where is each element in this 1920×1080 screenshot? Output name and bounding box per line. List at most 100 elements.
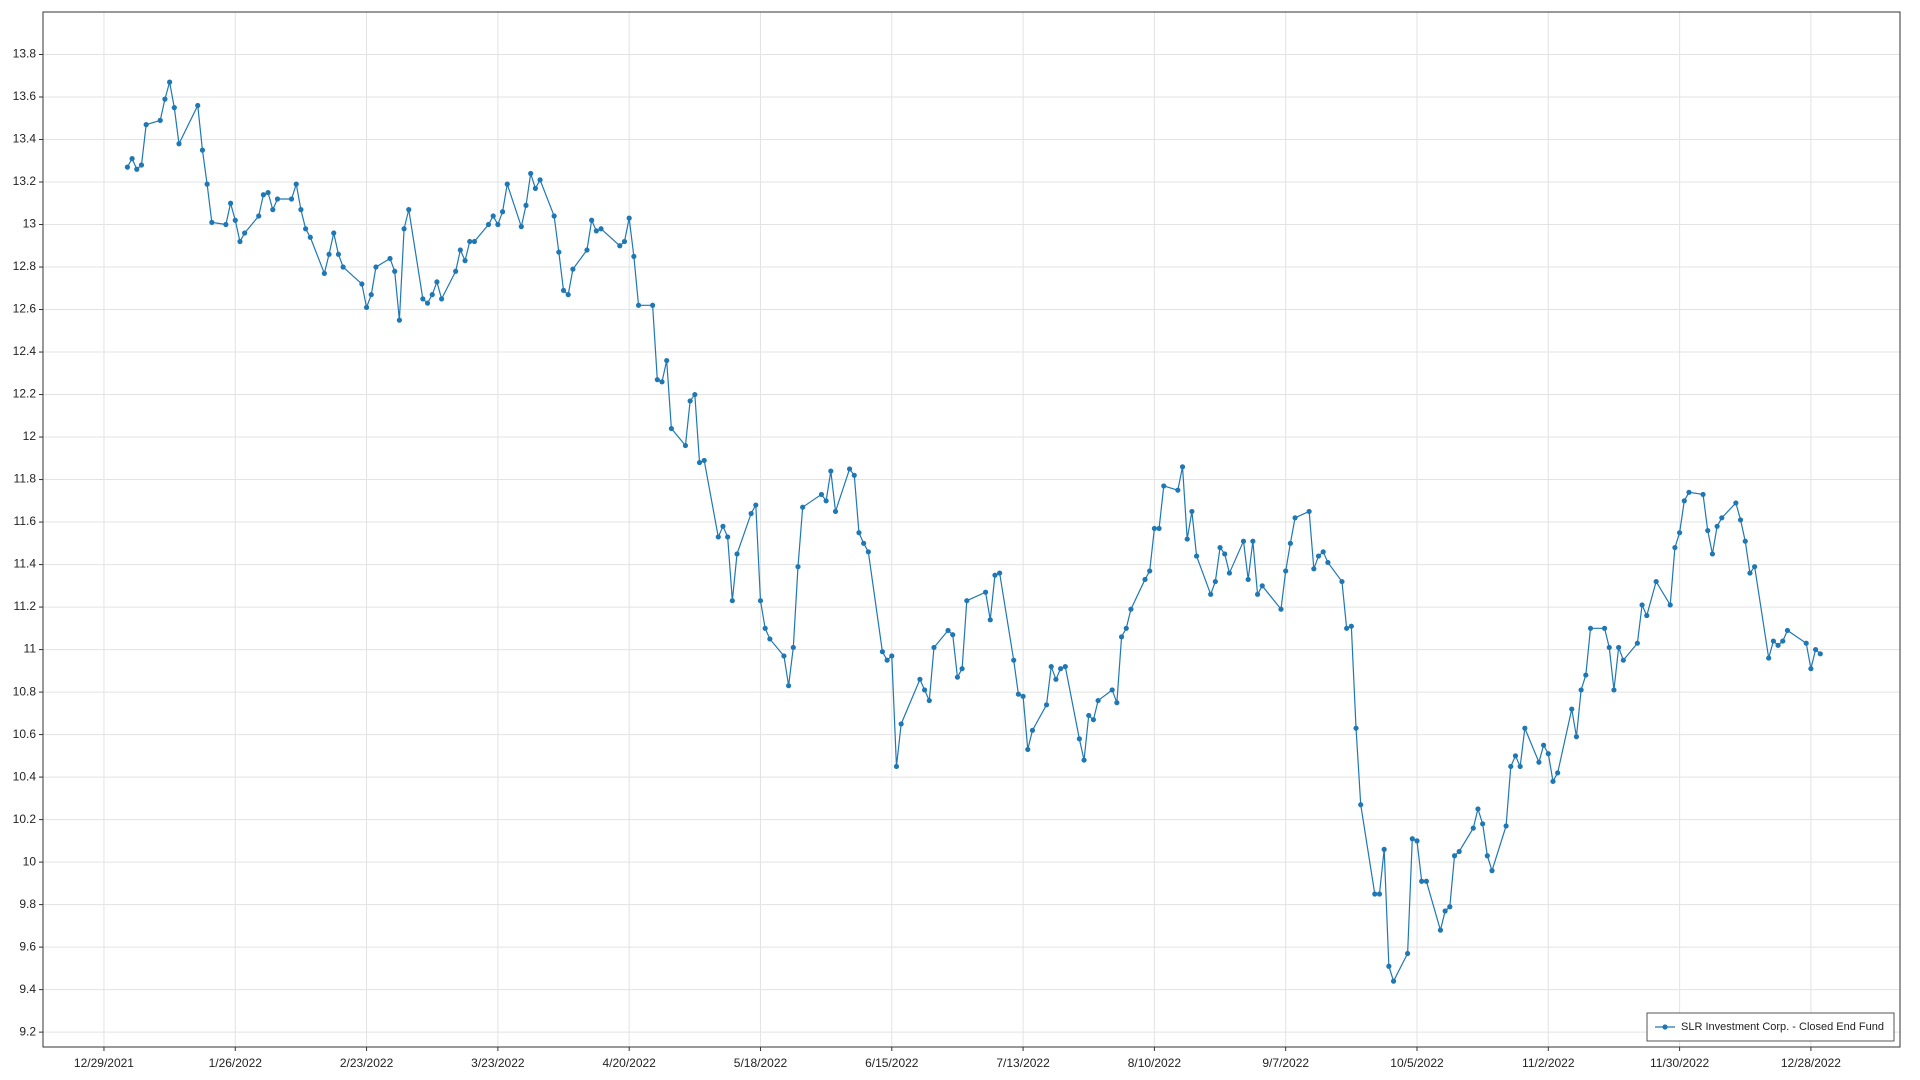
data-point xyxy=(598,226,604,232)
data-point xyxy=(1292,515,1298,521)
data-point xyxy=(1156,525,1162,532)
data-point xyxy=(457,247,463,253)
data-point xyxy=(659,379,665,385)
y-tick-label: 10 xyxy=(23,854,37,868)
data-point xyxy=(368,292,374,298)
data-point xyxy=(762,625,768,631)
x-tick-label: 9/7/2022 xyxy=(1262,1056,1309,1070)
y-tick-label: 10.6 xyxy=(13,727,37,741)
data-point xyxy=(786,683,792,689)
data-point xyxy=(959,666,965,672)
data-point xyxy=(1250,538,1256,544)
data-point xyxy=(1057,666,1064,672)
data-point xyxy=(617,243,623,249)
data-point xyxy=(373,264,379,270)
plot-frame xyxy=(42,11,1901,1048)
data-point xyxy=(982,589,989,595)
data-point xyxy=(518,224,524,230)
data-point xyxy=(326,251,332,257)
data-point xyxy=(1555,770,1561,776)
y-tick-label: 13.8 xyxy=(13,47,37,61)
data-point xyxy=(504,181,510,187)
data-point xyxy=(396,317,402,323)
data-point xyxy=(1475,806,1481,812)
x-tick-label: 12/29/2021 xyxy=(74,1056,134,1070)
data-point xyxy=(307,234,313,240)
data-point xyxy=(1086,712,1092,719)
data-point xyxy=(682,442,689,449)
data-point xyxy=(781,653,787,659)
data-point xyxy=(1737,517,1744,523)
data-point xyxy=(1025,746,1031,753)
data-point xyxy=(1311,566,1317,572)
data-point xyxy=(1128,606,1134,612)
data-point xyxy=(1601,625,1608,631)
data-point xyxy=(1090,717,1097,723)
data-point xyxy=(1803,640,1809,646)
data-point xyxy=(931,644,937,651)
data-point xyxy=(335,251,342,257)
data-point xyxy=(1437,927,1444,933)
data-point xyxy=(485,221,492,228)
data-point xyxy=(1672,544,1678,551)
data-point xyxy=(621,238,628,245)
data-point xyxy=(715,534,721,540)
data-point xyxy=(997,570,1003,576)
x-tick-label: 2/23/2022 xyxy=(340,1056,394,1070)
data-point xyxy=(532,185,538,191)
data-point xyxy=(453,268,459,274)
data-point xyxy=(1020,693,1026,699)
data-point xyxy=(340,264,346,270)
data-point xyxy=(523,202,529,208)
data-point xyxy=(1733,500,1739,506)
data-point xyxy=(626,215,632,221)
data-point xyxy=(1667,602,1673,608)
data-point xyxy=(1339,578,1345,585)
data-point xyxy=(1320,549,1326,555)
data-point xyxy=(922,687,928,693)
data-point xyxy=(1766,655,1772,661)
data-point xyxy=(757,598,764,604)
data-point xyxy=(1029,727,1036,733)
x-tick-label: 10/5/2022 xyxy=(1390,1056,1444,1070)
x-tick-label: 11/30/2022 xyxy=(1650,1056,1709,1070)
data-point xyxy=(593,228,599,234)
data-point xyxy=(363,304,370,311)
data-point xyxy=(1522,725,1528,731)
data-point xyxy=(1578,687,1584,693)
y-tick-label: 12.2 xyxy=(13,387,37,401)
data-point xyxy=(1470,825,1476,831)
data-point xyxy=(1686,489,1692,495)
data-point xyxy=(729,598,735,604)
data-point xyxy=(1747,570,1753,576)
data-point xyxy=(359,281,365,287)
data-point xyxy=(748,510,754,517)
data-point xyxy=(1123,625,1129,631)
y-tick-label: 13.6 xyxy=(13,89,37,103)
data-point xyxy=(1376,891,1383,897)
data-point xyxy=(1344,625,1350,631)
data-point xyxy=(1208,591,1214,597)
data-point xyxy=(129,156,135,162)
legend-box xyxy=(1646,1012,1895,1042)
data-point xyxy=(1714,523,1720,529)
data-point xyxy=(490,213,496,219)
data-point xyxy=(1179,464,1186,470)
data-point xyxy=(851,472,857,478)
data-point xyxy=(556,249,562,255)
data-point xyxy=(1634,640,1640,646)
data-point xyxy=(1095,697,1101,704)
data-point xyxy=(298,207,304,213)
data-point xyxy=(664,357,670,364)
data-point xyxy=(528,170,534,177)
data-point xyxy=(1489,868,1495,874)
data-point xyxy=(861,540,867,546)
data-point xyxy=(1283,568,1289,574)
data-point xyxy=(199,147,206,153)
data-point xyxy=(1358,802,1364,808)
data-point xyxy=(1118,634,1125,640)
data-point xyxy=(1414,838,1420,844)
data-point xyxy=(1151,525,1157,532)
data-point xyxy=(1353,725,1359,731)
